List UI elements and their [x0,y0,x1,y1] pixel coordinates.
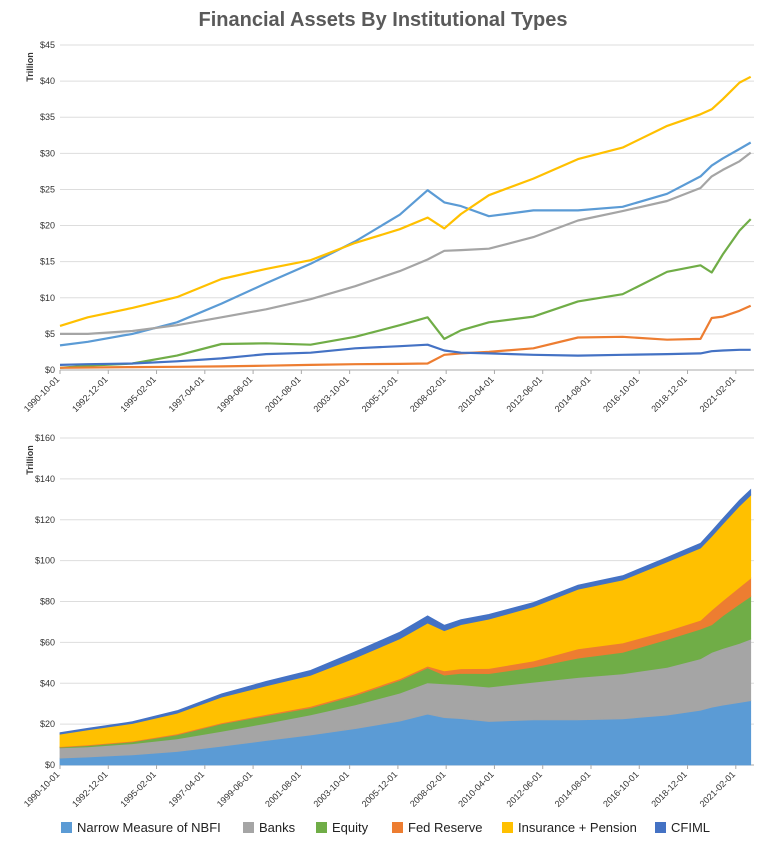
legend-label-insurance: Insurance + Pension [518,820,637,835]
area-chart-series [59,488,752,766]
c2-x-tick-label: 2003-10-01 [311,769,351,809]
c1-y-tick-label: $10 [40,293,55,303]
legend-swatch-insurance [502,822,513,833]
line-series-fed [59,304,752,369]
legend-item-banks[interactable]: Banks [243,820,296,835]
c2-y-tick-label: $20 [40,719,55,729]
legend-swatch-banks [243,822,254,833]
area-chart: $0 $20 $40 $60 $80 $100 $120 $140 $160 1990-10-0… [22,433,754,809]
legend-item-cfiml[interactable]: CFIML [655,820,710,835]
c1-x-tick-label: 1990-10-01 [22,374,62,414]
c2-y-tick-label: $100 [35,556,55,566]
c1-x-tick-label: 2016-10-01 [601,374,641,414]
c1-y-tick-label: $35 [40,112,55,122]
legend-item-fed[interactable]: Fed Reserve [392,820,482,835]
legend-label-fed: Fed Reserve [408,820,482,835]
legend-item-nbfi[interactable]: Narrow Measure of NBFI [61,820,221,835]
c1-x-tick-label: 2010-04-01 [456,374,496,414]
legend-label-cfiml: CFIML [671,820,710,835]
legend-label-equity: Equity [332,820,369,835]
legend-item-insurance[interactable]: Insurance + Pension [502,820,637,835]
c1-x-tick-label: 1997-04-01 [167,374,207,414]
c1-y-tick-label: $40 [40,76,55,86]
area-chart-y-ticks: $0 $20 $40 $60 $80 $100 $120 $140 $160 [35,433,55,770]
legend-item-equity[interactable]: Equity [316,820,369,835]
c1-x-tick-label: 2012-06-01 [505,374,545,414]
c1-y-tick-label: $15 [40,257,55,267]
area-chart-x-ticks: 1990-10-01 1992-12-01 1995-02-01 1997-04-01… [22,765,737,809]
area-series-cfiml [59,488,752,735]
c1-x-tick-label: 1995-02-01 [118,374,158,414]
c1-y-tick-label: $45 [40,40,55,50]
c1-x-tick-label: 2003-10-01 [311,374,351,414]
c2-y-tick-label: $120 [35,515,55,525]
line-series-insurance [59,75,752,327]
c2-y-tick-label: $40 [40,678,55,688]
c1-x-tick-label: 2018-12-01 [649,374,689,414]
c1-x-tick-label: 2001-08-01 [263,374,303,414]
c2-y-tick-label: $80 [40,597,55,607]
line-chart-x-ticks: 1990-10-01 1992-12-01 1995-02-01 1997-04-01… [22,370,737,414]
legend-swatch-fed [392,822,403,833]
legend-label-nbfi: Narrow Measure of NBFI [77,820,221,835]
c1-x-tick-label: 1999-06-01 [215,374,255,414]
c2-x-tick-label: 2016-10-01 [601,769,641,809]
c2-x-tick-label: 2021-02-01 [698,769,738,809]
c2-x-tick-label: 1999-06-01 [215,769,255,809]
c2-x-tick-label: 2010-04-01 [456,769,496,809]
c2-x-tick-label: 2008-02-01 [408,769,448,809]
c2-x-tick-label: 1997-04-01 [167,769,207,809]
c2-x-tick-label: 2018-12-01 [649,769,689,809]
line-series-cfiml [59,343,751,366]
c2-x-tick-label: 2012-06-01 [505,769,545,809]
c1-y-tick-label: $25 [40,184,55,194]
line-series-banks [60,151,752,335]
c1-y-tick-label: $0 [45,365,55,375]
c2-x-tick-label: 1992-12-01 [70,769,110,809]
line-chart-series [59,75,752,369]
c2-x-tick-label: 2005-12-01 [360,769,400,809]
legend-swatch-equity [316,822,327,833]
line-series-nbfi [59,141,752,347]
legend-swatch-cfiml [655,822,666,833]
line-chart-y-ticks: $0 $5 $10 $15 $20 $25 $30 $35 $40 $45 [40,40,55,375]
c2-x-tick-label: 1995-02-01 [118,769,158,809]
c2-y-tick-label: $140 [35,474,55,484]
c2-y-tick-label: $60 [40,637,55,647]
c1-x-tick-label: 2014-08-01 [553,374,593,414]
area-chart-y-axis-label: Trillion [25,445,35,475]
c2-x-tick-label: 2001-08-01 [263,769,303,809]
chart-title: Financial Assets By Institutional Types [199,9,568,31]
c1-y-tick-label: $20 [40,221,55,231]
line-chart-y-axis-label: Trillion [25,52,35,82]
legend-label-banks: Banks [259,820,296,835]
line-series-equity [59,218,752,369]
chart-legend: Narrow Measure of NBFI Banks Equity Fed Res… [61,820,710,835]
c1-x-tick-label: 2008-02-01 [408,374,448,414]
c2-y-tick-label: $160 [35,433,55,443]
line-chart: $0$5$10$15$20$25$30$35$40$45 1990-10-01 1… [22,40,754,414]
c2-y-tick-label: $0 [45,760,55,770]
c2-x-tick-label: 1990-10-01 [22,769,62,809]
legend-swatch-nbfi [61,822,72,833]
c1-x-tick-label: 2021-02-01 [698,374,738,414]
c1-y-tick-label: $5 [45,329,55,339]
c2-x-tick-label: 2014-08-01 [553,769,593,809]
c1-x-tick-label: 1992-12-01 [70,374,110,414]
c1-y-tick-label: $30 [40,148,55,158]
c1-x-tick-label: 2005-12-01 [360,374,400,414]
